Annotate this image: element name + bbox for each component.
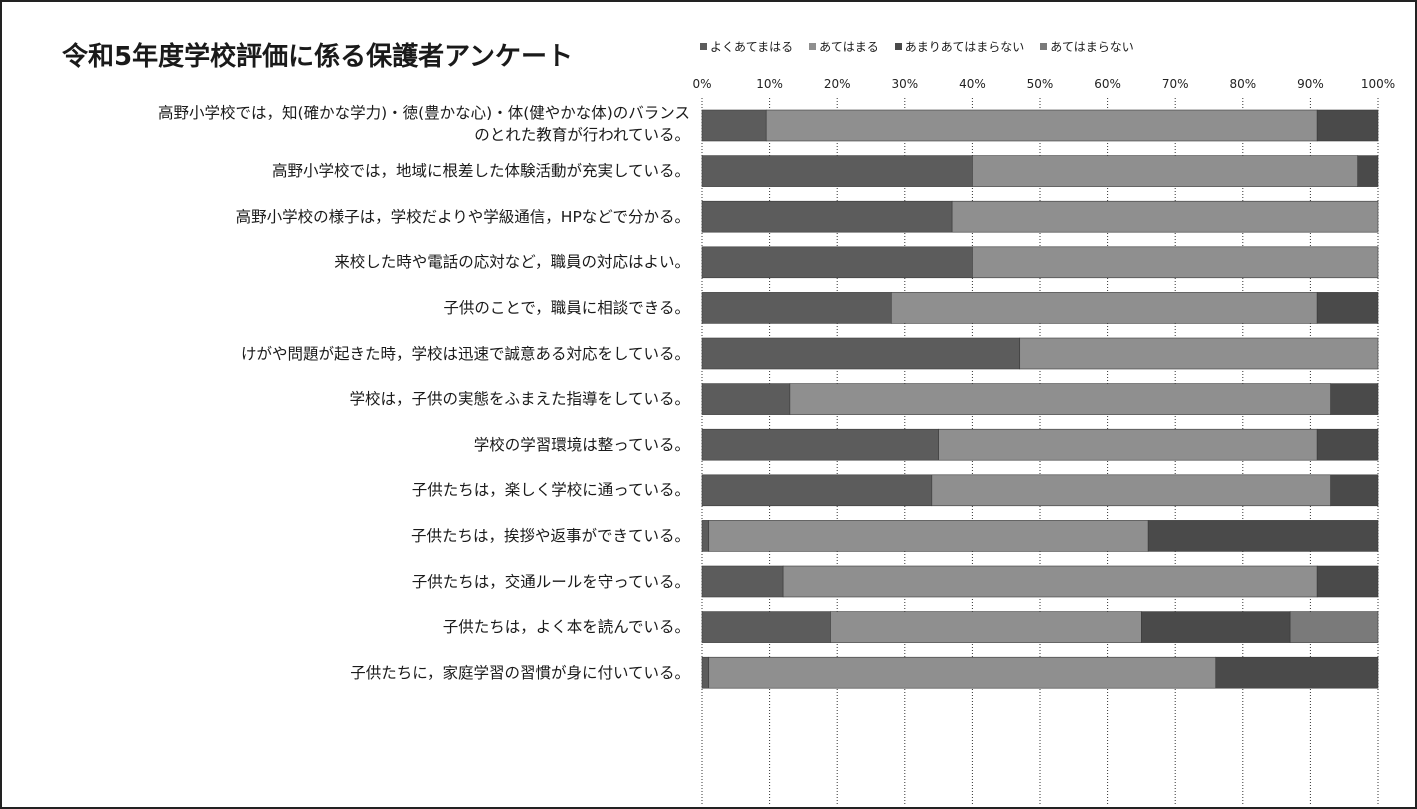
bar-segment	[782, 565, 1318, 598]
x-tick-label: 40%	[959, 77, 986, 91]
bar-segment	[1357, 155, 1379, 187]
bar-segment	[1316, 565, 1379, 598]
bar-segment	[708, 656, 1217, 689]
category-label: 子供たちは，楽しく学校に通っている。	[411, 481, 690, 500]
legend-label: あてはまる	[819, 40, 879, 54]
x-tick-label: 60%	[1094, 77, 1121, 91]
legend-item: あてはまらない	[1040, 38, 1134, 55]
category-labels: 高野小学校では，知(確かな学力)・徳(豊かな心)・体(健やかな体)のバランス の…	[0, 0, 690, 809]
bar-segment	[1316, 428, 1379, 461]
x-tick-label: 80%	[1229, 77, 1256, 91]
bar-segment	[890, 292, 1318, 324]
bar-segment	[701, 292, 892, 324]
bar-segment	[1316, 292, 1379, 324]
legend-item: あてはまる	[809, 38, 879, 55]
chart-title: 令和5年度学校評価に係る保護者アンケート	[62, 42, 574, 72]
x-tick-label: 90%	[1297, 77, 1324, 91]
legend-swatch	[1040, 43, 1048, 50]
x-tick-label: 100%	[1361, 77, 1395, 91]
bar-segment	[701, 383, 791, 415]
x-tick-label: 20%	[824, 77, 851, 91]
legend: よくあてまはる あてはまる あまりあてはまらない あてはまらない	[700, 38, 1150, 55]
bar-segment	[701, 565, 784, 598]
bar-segment	[1330, 474, 1379, 507]
bar-segment	[701, 656, 710, 689]
legend-swatch	[894, 43, 902, 50]
bar-segment	[701, 109, 767, 142]
bar-segment	[972, 155, 1359, 187]
category-label: 子供たちに，家庭学習の習慣が身に付いている。	[350, 663, 690, 682]
category-label: 来校した時や電話の応対など，職員の対応はよい。	[334, 253, 690, 272]
category-label: 高野小学校では，知(確かな学力)・徳(豊かな心)・体(健やかな体)のバランス の…	[158, 103, 690, 144]
category-label: 高野小学校では，地域に根差した体験活動が充実している。	[271, 162, 690, 181]
bar-segment	[701, 520, 710, 552]
bar-segment	[1215, 656, 1379, 689]
bar-segment	[701, 246, 973, 279]
legend-label: よくあてまはる	[710, 40, 794, 54]
bar-segment	[951, 200, 1379, 233]
category-label: 子供のことで，職員に相談できる。	[443, 298, 690, 317]
bar-segment	[789, 383, 1331, 415]
bar-segment	[708, 520, 1149, 552]
category-label: 学校の学習環境は整っている。	[473, 435, 690, 454]
category-label: 学校は，子供の実態をふまえた指導をしている。	[349, 390, 690, 409]
category-label: 子供たちは，交通ルールを守っている。	[411, 572, 690, 591]
x-tick-label: 30%	[891, 77, 918, 91]
bar-segment	[1289, 611, 1379, 643]
x-tick-label: 0%	[692, 77, 711, 91]
bar-segment	[938, 428, 1318, 461]
bar-segment	[1147, 520, 1379, 552]
legend-swatch	[700, 43, 707, 50]
bar-segment	[701, 611, 831, 643]
bar-segment	[1316, 109, 1379, 142]
bar-segment	[765, 109, 1318, 142]
bar-segment	[1019, 337, 1379, 370]
legend-item: あまりあてはまらない	[894, 38, 1025, 55]
bar-segment	[701, 428, 939, 461]
bar-segment	[701, 337, 1021, 370]
x-tick-label: 50%	[1027, 77, 1054, 91]
legend-swatch	[809, 43, 817, 50]
x-tick-label: 10%	[756, 77, 783, 91]
bar-segment	[1141, 611, 1291, 643]
category-label: 高野小学校の様子は，学校だよりや学級通信，HPなどで分かる。	[235, 207, 690, 226]
bar-segment	[701, 474, 933, 507]
category-label: けがや問題が起きた時，学校は迅速で誠意ある対応をしている。	[240, 344, 690, 363]
legend-label: あてはまらない	[1050, 40, 1134, 54]
bar-segment	[1330, 383, 1379, 415]
category-label: 子供たちは，挨拶や返事ができている。	[410, 526, 690, 545]
x-tick-label: 70%	[1162, 77, 1189, 91]
bar-segment	[701, 200, 953, 233]
bar-segment	[830, 611, 1142, 643]
legend-item: よくあてまはる	[700, 38, 793, 55]
legend-label: あまりあてはまらない	[904, 40, 1025, 54]
bar-segment	[972, 246, 1379, 279]
category-label: 子供たちは，よく本を読んでいる。	[442, 618, 690, 637]
bar-segment	[931, 474, 1331, 507]
bar-segment	[701, 155, 973, 187]
